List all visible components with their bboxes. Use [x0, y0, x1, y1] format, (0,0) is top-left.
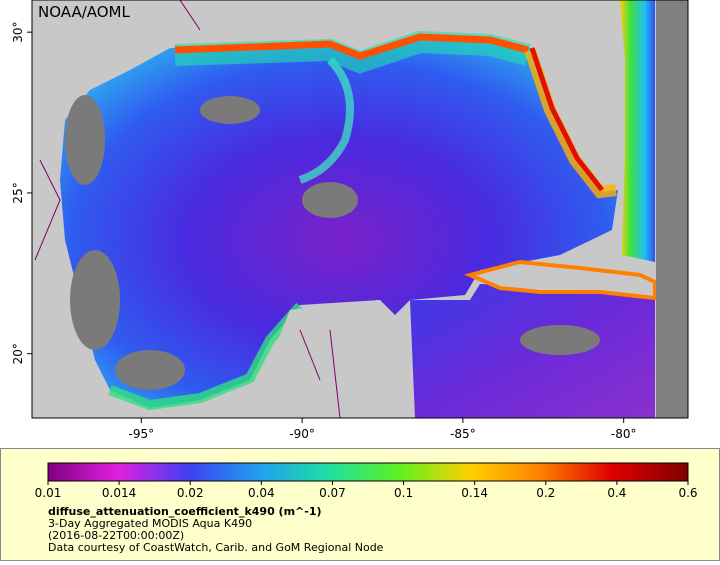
colorbar-tick-label: 0.2: [536, 486, 555, 500]
coastal-band: [524, 48, 617, 199]
cuba: [463, 259, 657, 301]
colorbar-tick-label: 0.02: [177, 486, 204, 500]
x-tick-label: -95°: [129, 427, 155, 441]
plume: [298, 57, 354, 184]
map-frame: [31, 0, 689, 419]
description: 3-Day Aggregated MODIS Aqua K490: [48, 517, 252, 530]
coastal-band: [174, 33, 529, 60]
colorbar-tick-label: 0.6: [678, 486, 697, 500]
cloud-patch: [200, 96, 260, 124]
no-data: [656, 0, 688, 418]
credit: Data courtesy of CoastWatch, Carib. and …: [48, 541, 384, 554]
cloud-patch: [70, 250, 120, 350]
x-tick-label: -85°: [450, 427, 476, 441]
no-data: [65, 95, 600, 390]
cloud-patch: [520, 325, 600, 355]
axes: -95° -90° -85° -80° 20° 25° 30°: [11, 22, 636, 441]
colorbar-tick-label: 0.1: [394, 486, 413, 500]
gulf-water: [60, 35, 618, 408]
colorbar-tick-label: 0.01: [35, 486, 62, 500]
x-tick-label: -90°: [289, 427, 315, 441]
cloud-patch: [115, 350, 185, 390]
caribbean-water: [410, 284, 655, 418]
colorbar-tick-label: 0.04: [248, 486, 275, 500]
colorbar: [47, 462, 689, 482]
coastal-band: [529, 47, 604, 192]
atlantic-water: [620, 0, 655, 262]
cloud-patch: [65, 95, 105, 185]
colorbar-tick-label: 0.014: [102, 486, 136, 500]
coastal-band: [108, 302, 304, 411]
variable-name: diffuse_attenuation_coefficient_k490 (m^…: [48, 505, 322, 518]
colorbar-tick-label: 0.4: [607, 486, 626, 500]
y-tick-label: 30°: [11, 22, 25, 43]
cloud-patch: [302, 182, 358, 218]
colorbar-ticks: 0.01 0.014 0.02 0.04 0.07 0.1 0.14 0.2 0.4 0.6: [35, 481, 698, 500]
coastal-band: [174, 30, 531, 74]
y-tick-label: 20°: [11, 343, 25, 364]
map: [32, 0, 688, 418]
border: [34, 0, 341, 418]
colorbar-tick-label: 0.07: [319, 486, 346, 500]
time: (2016-08-22T00:00:00Z): [48, 529, 184, 542]
colorbar-tick-label: 0.14: [461, 486, 488, 500]
y-tick-label: 25°: [11, 182, 25, 203]
x-tick-label: -80°: [611, 427, 637, 441]
yucatan: [270, 300, 400, 418]
watermark: NOAA/AOML: [38, 3, 131, 21]
